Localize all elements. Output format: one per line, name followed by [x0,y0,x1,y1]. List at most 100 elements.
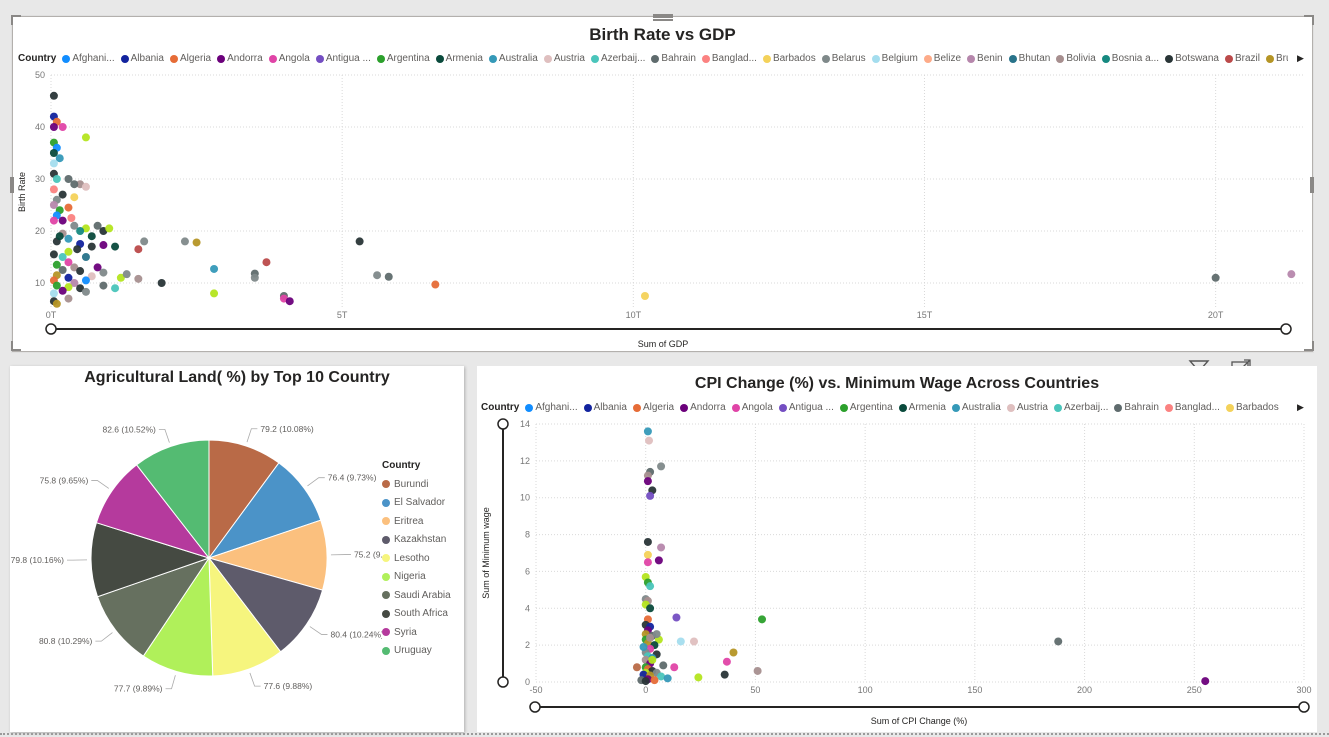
data-point[interactable] [720,670,729,679]
legend-item[interactable]: Saudi Arabia [382,586,451,605]
data-point[interactable] [111,242,120,251]
data-point[interactable] [49,201,58,209]
data-point[interactable] [81,133,90,142]
data-point[interactable] [64,283,73,292]
pie-slice[interactable] [135,439,210,560]
data-point[interactable] [753,666,762,675]
data-point[interactable] [49,185,58,194]
data-point[interactable] [64,294,73,303]
corner-handle-tr[interactable] [1304,15,1314,17]
resize-handle-top[interactable] [653,14,673,18]
data-point[interactable] [654,556,663,565]
data-point[interactable] [70,279,79,287]
data-point[interactable] [645,436,654,445]
data-point[interactable] [643,558,652,567]
data-point[interactable] [1201,677,1210,686]
data-point[interactable] [58,123,67,131]
legend-item[interactable]: Antigua ... [778,402,834,413]
legend-item[interactable]: Brazil [1224,53,1260,64]
data-point[interactable] [52,175,61,183]
legend-item[interactable]: Barbados [762,53,816,64]
pie-slice[interactable] [207,557,324,653]
data-point[interactable] [58,216,67,225]
data-point[interactable] [650,676,659,685]
legend-item[interactable]: Bolivia [1056,53,1096,64]
data-point[interactable] [384,272,393,281]
data-point[interactable] [676,637,685,646]
data-point[interactable] [1211,273,1220,282]
resize-handle-right[interactable] [1310,177,1314,193]
data-point[interactable] [192,238,201,247]
data-point[interactable] [134,274,143,283]
data-point[interactable] [49,216,58,225]
data-point[interactable] [285,297,294,306]
data-point[interactable] [1054,637,1063,646]
data-point[interactable] [93,263,102,272]
legend-item[interactable]: Banglad... [701,53,757,64]
data-point[interactable] [76,267,85,276]
data-point[interactable] [52,281,61,290]
legend-item[interactable]: Belarus [821,53,866,64]
legend-item[interactable]: Angola [731,402,773,413]
data-point[interactable] [52,299,61,308]
legend-item[interactable]: Kazakhstan [382,531,451,550]
pie-chart[interactable]: 79.2 (10.08%) 76.4 (9.73%) 75.2 (9.57%) 80.… [10,396,382,726]
legend-item[interactable]: Armenia [898,402,946,413]
data-point[interactable] [76,227,85,235]
data-point[interactable] [180,237,189,246]
legend-item[interactable]: Azerbaij... [1053,402,1108,413]
data-point[interactable] [49,159,58,168]
legend-item[interactable]: Austria [1006,402,1048,413]
legend-item[interactable]: Syria [382,623,451,642]
pie-legend[interactable]: Country Burundi El Salvador Eritrea Kazakhst… [382,460,451,660]
legend-item[interactable]: Belize [923,53,961,64]
data-point[interactable] [643,477,652,486]
data-point[interactable] [105,224,114,233]
data-point[interactable] [87,242,96,251]
data-point[interactable] [641,677,650,686]
data-point[interactable] [659,661,668,670]
legend-item[interactable]: Barbados [1225,402,1279,413]
data-point[interactable] [157,279,166,287]
data-point[interactable] [70,263,79,272]
x-zoom-slider-handle-right[interactable] [1298,701,1310,713]
legend-item[interactable]: Albania [120,53,164,64]
data-point[interactable] [64,273,73,282]
legend-item[interactable]: Banglad... [1164,402,1220,413]
legend-item[interactable]: Brunei [1266,53,1288,64]
corner-handle-tl[interactable] [11,15,21,17]
legend-item[interactable]: Argentina [839,402,893,413]
y-zoom-slider-handle-top[interactable] [497,418,509,430]
pie-slice[interactable] [96,557,211,657]
data-point[interactable] [49,123,58,131]
data-point[interactable] [670,663,679,672]
x-zoom-slider-handle-left[interactable] [45,323,57,335]
data-point[interactable] [49,91,58,100]
data-point[interactable] [140,237,149,246]
data-point[interactable] [58,253,67,261]
data-point[interactable] [657,462,666,471]
data-point[interactable] [49,149,58,157]
data-point[interactable] [640,292,649,300]
resize-handle-left[interactable] [10,177,14,193]
data-point[interactable] [652,630,661,639]
legend-item[interactable]: Australia [488,53,538,64]
pie-slice[interactable] [208,439,280,560]
data-point[interactable] [632,663,641,672]
data-point[interactable] [70,221,79,230]
data-point[interactable] [99,281,108,290]
data-point[interactable] [1287,270,1296,279]
data-point[interactable] [111,284,120,293]
data-point[interactable] [758,615,767,624]
legend-item[interactable]: Antigua ... [315,53,371,64]
legend-item[interactable]: Algeria [169,53,211,64]
data-point[interactable] [643,537,652,546]
data-point[interactable] [64,247,73,256]
data-point[interactable] [262,258,271,267]
legend-next-arrow-icon[interactable]: ▶ [1297,53,1304,63]
data-point[interactable] [722,657,731,666]
data-point[interactable] [87,272,96,281]
data-point[interactable] [729,648,738,657]
x-zoom-slider-handle-left[interactable] [529,701,541,713]
legend-item[interactable]: Burundi [382,475,451,494]
